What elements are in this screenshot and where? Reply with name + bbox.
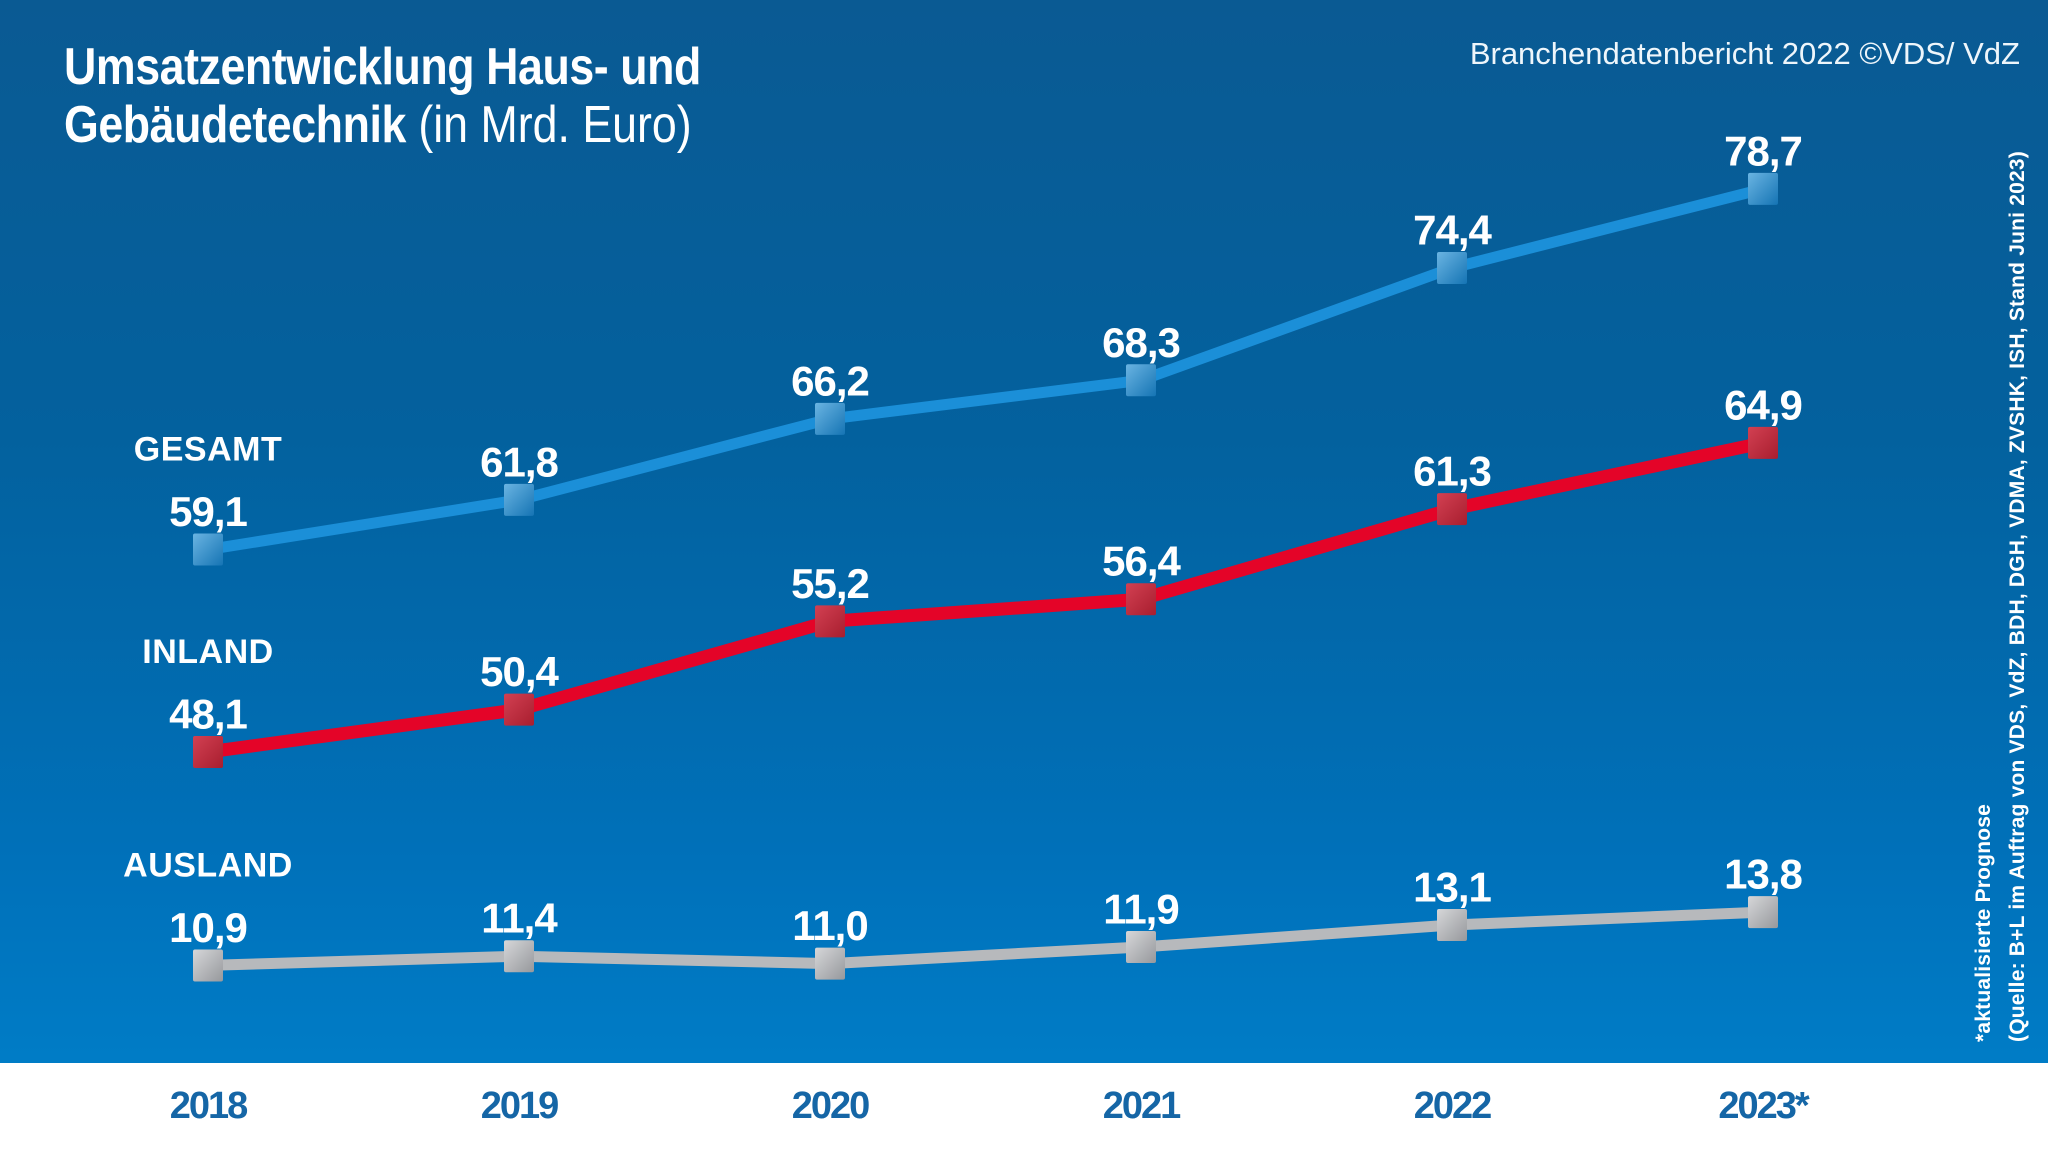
value-label-gesamt-2022: 74,4 — [1413, 207, 1492, 254]
chart-title-line1: Umsatzentwicklung Haus- und — [64, 38, 701, 96]
value-label-inland-2019: 50,4 — [480, 648, 559, 695]
value-label-ausland-2021: 11,9 — [1103, 886, 1178, 933]
chart-title-line2: Gebäudetechnik (in Mrd. Euro) — [64, 96, 701, 154]
value-label-gesamt-2019: 61,8 — [480, 438, 558, 485]
value-label-ausland-2022: 13,1 — [1413, 863, 1491, 910]
value-label-inland-2021: 56,4 — [1102, 538, 1181, 585]
chart-title-line2-unit: (in Mrd. Euro) — [405, 96, 692, 155]
series-ausland: 10,9 11,4 11,0 11,9 13,1 13,8 AUSLAND — [123, 846, 1804, 982]
data-marker-ausland-2021 — [1126, 931, 1156, 964]
data-marker-ausland-2018 — [193, 949, 223, 982]
source-badge: Branchendatenbericht 2022 ©VDS/ VdZ — [1469, 36, 2020, 71]
data-marker-gesamt-2022 — [1437, 252, 1467, 285]
value-label-inland-2022: 61,3 — [1413, 448, 1491, 495]
value-label-ausland-2019: 11,4 — [481, 895, 558, 942]
x-axis-label-2021: 2021 — [1103, 1085, 1181, 1127]
series-inland: 48,1 50,4 55,2 56,4 61,3 64,9 INLAND — [142, 381, 1803, 768]
chart-title: Umsatzentwicklung Haus- und Gebäudetechn… — [64, 38, 701, 154]
x-axis-label-2020: 2020 — [792, 1085, 869, 1127]
series-label-inland: INLAND — [142, 633, 273, 671]
series-line-ausland — [202, 906, 1769, 971]
data-marker-inland-2019 — [504, 693, 534, 726]
footnote-source: (Quelle: B+L im Auftrag von VDS, VdZ, BD… — [2006, 151, 2029, 1042]
data-marker-inland-2020 — [815, 605, 845, 638]
data-marker-inland-2018 — [193, 735, 223, 768]
data-marker-ausland-2020 — [815, 947, 845, 980]
value-label-gesamt-2020: 66,2 — [791, 357, 869, 404]
data-marker-inland-2023* — [1748, 426, 1778, 459]
value-label-ausland-2020: 11,0 — [792, 902, 867, 949]
x-axis-label-2019: 2019 — [481, 1085, 558, 1127]
series-label-gesamt: GESAMT — [134, 431, 282, 469]
value-label-gesamt-2021: 68,3 — [1102, 319, 1180, 366]
data-marker-ausland-2022 — [1437, 908, 1467, 941]
chart-layer: 59,1 61,8 66,2 68,3 74,4 78,7 GESAMT 48,1 50,4 55… — [123, 127, 1812, 1127]
chart-title-line2-bold: Gebäudetechnik — [64, 96, 406, 155]
x-axis-label-2018: 2018 — [170, 1085, 247, 1127]
series-line-inland — [201, 436, 1770, 759]
data-marker-gesamt-2023* — [1748, 172, 1778, 205]
data-marker-ausland-2019 — [504, 940, 534, 973]
data-marker-gesamt-2018 — [193, 533, 223, 566]
value-label-ausland-2018: 10,9 — [169, 904, 247, 951]
data-marker-ausland-2023* — [1748, 896, 1778, 929]
bottom-axis-band — [0, 1063, 2048, 1152]
value-label-inland-2018: 48,1 — [169, 690, 247, 737]
data-marker-inland-2021 — [1126, 583, 1156, 616]
value-label-gesamt-2018: 59,1 — [169, 488, 247, 535]
data-marker-gesamt-2021 — [1126, 364, 1156, 397]
data-marker-inland-2022 — [1437, 493, 1467, 526]
value-label-gesamt-2023*: 78,7 — [1724, 127, 1802, 174]
value-label-inland-2023*: 64,9 — [1724, 381, 1802, 428]
series-gesamt: 59,1 61,8 66,2 68,3 74,4 78,7 GESAMT — [134, 127, 1803, 566]
value-label-inland-2020: 55,2 — [791, 560, 869, 607]
data-marker-gesamt-2019 — [504, 483, 534, 516]
x-axis-label-2022: 2022 — [1414, 1085, 1491, 1127]
series-label-ausland: AUSLAND — [123, 846, 293, 884]
footnote-prognose: *aktualisierte Prognose — [1972, 804, 1995, 1042]
data-marker-gesamt-2020 — [815, 402, 845, 435]
series-line-gesamt — [202, 183, 1769, 556]
x-axis-label-2023: 2023* — [1718, 1085, 1810, 1127]
value-label-ausland-2023*: 13,8 — [1724, 851, 1802, 898]
